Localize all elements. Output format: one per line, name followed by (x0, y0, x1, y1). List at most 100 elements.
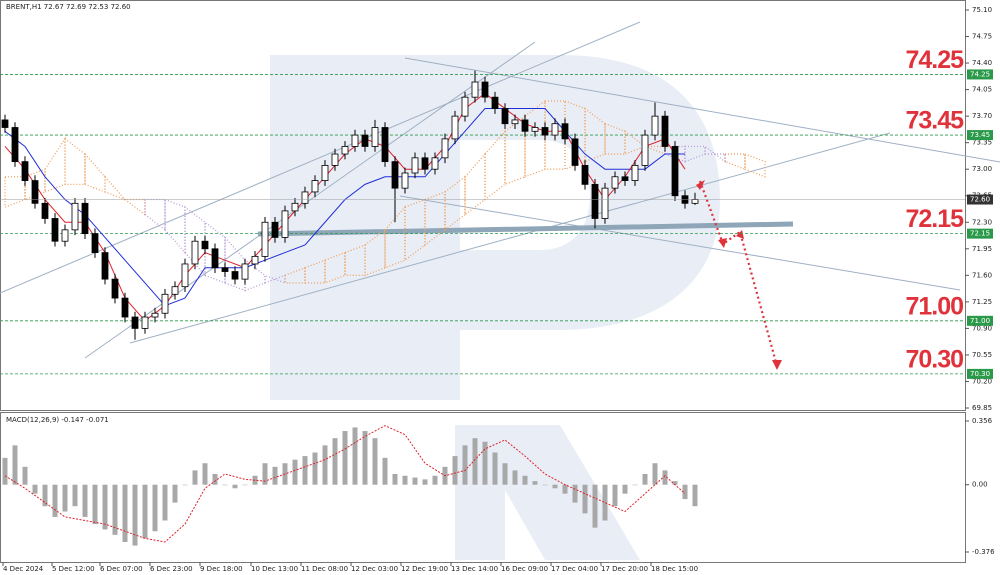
candle-body (391, 161, 399, 189)
candle-body (401, 172, 409, 189)
candle-body (601, 187, 609, 219)
cloud-segment (484, 129, 506, 201)
candle-body (571, 138, 579, 166)
candle-body (181, 263, 189, 288)
macd-bar (472, 438, 478, 485)
price-tag-label: 72.60 (970, 196, 990, 204)
macd-bar (112, 484, 118, 535)
macd-bar (652, 463, 658, 485)
macd-bar (142, 484, 148, 539)
macd-bar (52, 484, 58, 517)
macd-bar (602, 484, 608, 521)
candle-body (551, 123, 559, 136)
macd-signal (4, 425, 686, 543)
candle-body (81, 202, 89, 235)
candle-body (441, 138, 449, 159)
macd-bar (572, 484, 578, 503)
macd-bar (152, 484, 158, 532)
y-tick-label: 71.25 (972, 298, 992, 306)
candle-body (671, 146, 679, 197)
macd-bar (392, 473, 398, 485)
candle-body (591, 183, 599, 219)
macd-bar (22, 466, 28, 485)
y-tick-label: -0.376 (972, 548, 995, 556)
candle-body (341, 146, 349, 155)
cloud-segment (164, 198, 186, 255)
candle-body (351, 134, 359, 147)
candle-body (21, 161, 29, 181)
macd-bar (82, 484, 88, 517)
macd-bar (232, 484, 238, 489)
y-tick-label: 69.85 (972, 404, 992, 412)
level-tag-label: 74.25 (970, 70, 990, 78)
macd-title: MACD(12,26,9) -0.147 -0.071 (6, 416, 109, 424)
candle-body (641, 134, 649, 166)
macd-bar (522, 475, 528, 485)
x-tick-label: 10 Dec 13:00 (251, 565, 298, 573)
candle-body (371, 127, 379, 147)
macd-bar (132, 484, 138, 546)
macd-bar (622, 484, 628, 494)
cloud-segment (84, 152, 106, 193)
x-tick-label: 17 Dec 04:00 (551, 565, 598, 573)
y-tick-label: 73.00 (972, 165, 992, 173)
x-tick-label: 5 Dec 12:00 (52, 565, 95, 573)
y-tick-label: 74.05 (972, 86, 992, 94)
candle-body (411, 157, 419, 174)
cloud-segment (104, 175, 126, 201)
candle-body (61, 229, 69, 242)
candle-body (451, 115, 459, 140)
macd-bar (372, 438, 378, 485)
x-tick-label: 9 Dec 18:00 (200, 565, 243, 573)
candle-body (531, 127, 539, 132)
candle-body (1, 119, 9, 128)
macd-bar (172, 484, 178, 503)
macd-bar (182, 484, 188, 486)
level-label: 71.00 (905, 292, 963, 320)
macd-bar (672, 481, 678, 485)
macd-bar (402, 475, 408, 485)
macd-bar (192, 470, 198, 485)
macd-bar (462, 445, 468, 485)
candle-body (111, 278, 119, 299)
x-tick-label: 6 Dec 23:00 (150, 565, 193, 573)
y-tick-label: 73.35 (972, 139, 992, 147)
candle-body (211, 248, 219, 269)
macd-bar (302, 456, 308, 485)
level-tag (967, 69, 993, 80)
y-tick-label: 0.356 (972, 417, 993, 425)
candle-body (651, 115, 659, 136)
candle-body (461, 96, 469, 117)
candle-body (581, 165, 589, 185)
macd-bar (682, 484, 688, 500)
y-tick-label: 71.95 (972, 245, 992, 253)
candle-body (51, 218, 59, 242)
y-tick-label: 0.00 (972, 481, 988, 489)
macd-bar (262, 463, 268, 485)
candle-body (521, 119, 529, 132)
level-label: 70.30 (905, 345, 963, 373)
x-tick-label: 16 Dec 09:00 (501, 565, 548, 573)
macd-bar (452, 456, 458, 485)
y-tick-label: 70.55 (972, 351, 992, 359)
candle-body (241, 263, 249, 280)
candle-body (611, 176, 619, 189)
x-tick-label: 6 Dec 07:00 (100, 565, 143, 573)
candle-body (71, 202, 79, 231)
candle-body (361, 134, 369, 147)
macd-bar (612, 484, 618, 507)
candle-body (501, 108, 509, 125)
level-tag (967, 315, 993, 326)
trendlines (0, 21, 1000, 359)
cloud-segment (123, 198, 146, 216)
cloud-segment (144, 198, 166, 232)
macd-bar (512, 470, 518, 485)
macd-bar (562, 484, 568, 494)
macd-bar (272, 466, 278, 485)
x-tick-label: 17 Dec 20:00 (601, 565, 648, 573)
cloud-segment (704, 145, 726, 163)
candle-body (271, 221, 279, 238)
x-tick-label: 12 Dec 03:00 (351, 565, 398, 573)
macd-bar (332, 438, 338, 485)
